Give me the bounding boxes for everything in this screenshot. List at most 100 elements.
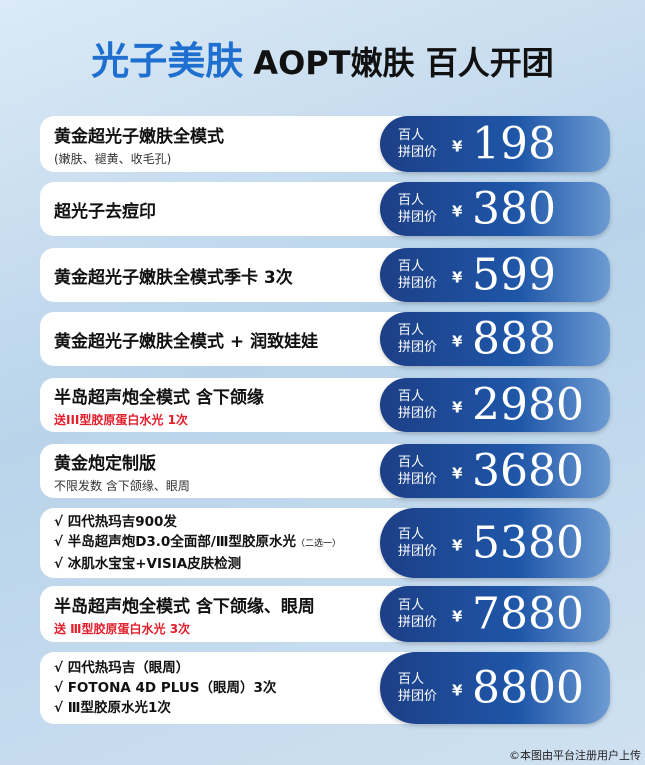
item-subtitle: (嫩肤、褪黄、收毛孔) — [54, 151, 172, 166]
item-text: 黄金炮定制版不限发数 含下颌缘、眼周 — [54, 444, 384, 498]
price-label-line: 拼团价 — [398, 406, 438, 421]
currency: ¥ — [452, 202, 463, 221]
price-panel — [380, 586, 610, 642]
item-title: 超光子去痘印 — [54, 201, 156, 222]
item-line: √ 半岛超声炮D3.0全面部/Ⅲ型胶原水光（二选一） — [54, 532, 384, 554]
price-label: 百人 拼团价 — [398, 192, 437, 226]
price: 2980 — [472, 379, 584, 431]
currency: ¥ — [452, 681, 463, 700]
price-label-line: 百人 — [398, 128, 425, 143]
currency: ¥ — [452, 137, 463, 156]
price-row: 黄金超光子嫩肤全模式季卡 3次 百人 拼团价 ¥599 — [40, 248, 610, 302]
price-label-line: 拼团价 — [398, 210, 438, 225]
item-title: 黄金超光子嫩肤全模式 — [54, 126, 224, 147]
price-label: 百人 拼团价 — [398, 322, 437, 356]
price-label-line: 百人 — [398, 389, 425, 404]
currency: ¥ — [452, 332, 463, 351]
currency: ¥ — [452, 607, 463, 626]
price-label-line: 拼团价 — [398, 472, 438, 487]
price-panel — [380, 248, 610, 302]
currency: ¥ — [452, 398, 463, 417]
price-label-line: 拼团价 — [398, 340, 438, 355]
price-label: 百人 拼团价 — [398, 671, 437, 705]
row-background — [40, 182, 420, 236]
price-label: 百人 拼团价 — [398, 127, 437, 161]
header: 光子美肤 AOPT嫩肤 百人开团 — [0, 30, 645, 85]
price: 3680 — [472, 445, 584, 497]
price-panel — [380, 378, 610, 432]
item-text: 半岛超声炮全模式 含下颌缘、眼周送 Ⅲ型胶原蛋白水光 3次 — [54, 586, 384, 642]
item-text: 黄金超光子嫩肤全模式季卡 3次 — [54, 248, 384, 302]
line-text: √ Ⅲ型胶原水光1次 — [54, 700, 171, 716]
price-label-line: 百人 — [398, 323, 425, 338]
price-label-line: 拼团价 — [398, 689, 438, 704]
price-row: 超光子去痘印 百人拼团价 ¥380 — [40, 182, 610, 236]
price-row: 黄金超光子嫩肤全模式 (嫩肤、褪黄、收毛孔) 百人拼团价 ¥198 — [40, 116, 610, 172]
price-label-line: 拼团价 — [398, 145, 438, 160]
currency: ¥ — [452, 268, 463, 287]
price-row: √ 四代热玛吉（眼周） √ FOTONA 4D PLUS（眼周）3次 √ Ⅲ型胶原水… — [40, 652, 610, 724]
price-panel — [380, 652, 610, 724]
item-line: √ 四代热玛吉（眼周） — [54, 658, 384, 678]
item-title: 半岛超声炮全模式 含下颌缘、眼周 — [54, 596, 315, 617]
price-label-line: 拼团价 — [398, 276, 438, 291]
title-rest: AOPT嫩肤 百人开团 — [253, 44, 554, 82]
price-label-line: 百人 — [398, 527, 425, 542]
row-background — [40, 312, 420, 366]
item-subtitle: 不限发数 含下颌缘、眼周 — [54, 478, 190, 493]
line-text: √ FOTONA 4D PLUS（眼周）3次 — [54, 680, 277, 696]
item-text: 超光子去痘印 — [54, 182, 384, 236]
price-row: √ 四代热玛吉900发 √ 半岛超声炮D3.0全面部/Ⅲ型胶原水光（二选一） √ 冰… — [40, 508, 610, 578]
price-panel — [380, 116, 610, 172]
item-text: 黄金超光子嫩肤全模式 (嫩肤、褪黄、收毛孔) — [54, 116, 384, 172]
price-label: 百人 拼团价 — [398, 526, 437, 560]
item-text: √ 四代热玛吉（眼周） √ FOTONA 4D PLUS（眼周）3次 √ Ⅲ型胶原水… — [54, 652, 384, 724]
price-panel — [380, 444, 610, 498]
price-panel — [380, 508, 610, 578]
line-text: √ 半岛超声炮D3.0全面部/Ⅲ型胶原水光 — [54, 534, 297, 550]
price: 8800 — [472, 662, 584, 714]
item-line: √ FOTONA 4D PLUS（眼周）3次 — [54, 678, 384, 698]
price-panel — [380, 312, 610, 366]
price-label: 百人 拼团价 — [398, 597, 437, 631]
row-background — [40, 116, 420, 172]
item-text: √ 四代热玛吉900发 √ 半岛超声炮D3.0全面部/Ⅲ型胶原水光（二选一） √ 冰… — [54, 508, 384, 578]
line-text: √ 冰肌水宝宝+VISIA皮肤检测 — [54, 556, 242, 572]
row-background — [40, 378, 420, 432]
price: 198 — [472, 118, 556, 170]
price-label-line: 百人 — [398, 193, 425, 208]
currency: ¥ — [452, 536, 463, 555]
price-label-line: 拼团价 — [398, 615, 438, 630]
price-label-line: 百人 — [398, 259, 425, 274]
price-label-line: 拼团价 — [398, 544, 438, 559]
line-text: √ 四代热玛吉900发 — [54, 514, 177, 530]
item-subtitle: 送III型胶原蛋白水光 1次 — [54, 412, 188, 427]
price-label: 百人 拼团价 — [398, 388, 437, 422]
row-background — [40, 248, 420, 302]
row-background — [40, 586, 420, 642]
price-label-line: 百人 — [398, 598, 425, 613]
item-title: 黄金炮定制版 — [54, 453, 156, 474]
price-label-line: 百人 — [398, 455, 425, 470]
price-panel — [380, 182, 610, 236]
item-text: 黄金超光子嫩肤全模式 + 润致娃娃 — [54, 312, 384, 366]
title-highlight: 光子美肤 — [91, 39, 244, 83]
item-text: 半岛超声炮全模式 含下颌缘 送III型胶原蛋白水光 1次 — [54, 378, 384, 432]
item-line: √ 冰肌水宝宝+VISIA皮肤检测 — [54, 554, 384, 574]
price-label: 百人 拼团价 — [398, 454, 437, 488]
price-row: 半岛超声炮全模式 含下颌缘、眼周送 Ⅲ型胶原蛋白水光 3次 百人 拼团价 ¥7880 — [40, 586, 610, 642]
price: 7880 — [472, 588, 584, 640]
row-background — [40, 444, 420, 498]
price-label-line: 百人 — [398, 672, 425, 687]
price: 380 — [472, 183, 556, 235]
price-row: 黄金超光子嫩肤全模式 + 润致娃娃 百人 拼团价 ¥888 — [40, 312, 610, 366]
item-title: 黄金超光子嫩肤全模式季卡 3次 — [54, 267, 293, 288]
price: 5380 — [472, 517, 584, 569]
item-line: √ 四代热玛吉900发 — [54, 512, 384, 532]
price-label: 百人 拼团价 — [398, 258, 437, 292]
item-title: 黄金超光子嫩肤全模式 + 润致娃娃 — [54, 331, 319, 352]
item-subtitle: 送 Ⅲ型胶原蛋白水光 3次 — [54, 621, 191, 636]
footer: ©本图由平台注册用户上传 — [509, 749, 641, 762]
line-text: √ 四代热玛吉（眼周） — [54, 660, 190, 676]
